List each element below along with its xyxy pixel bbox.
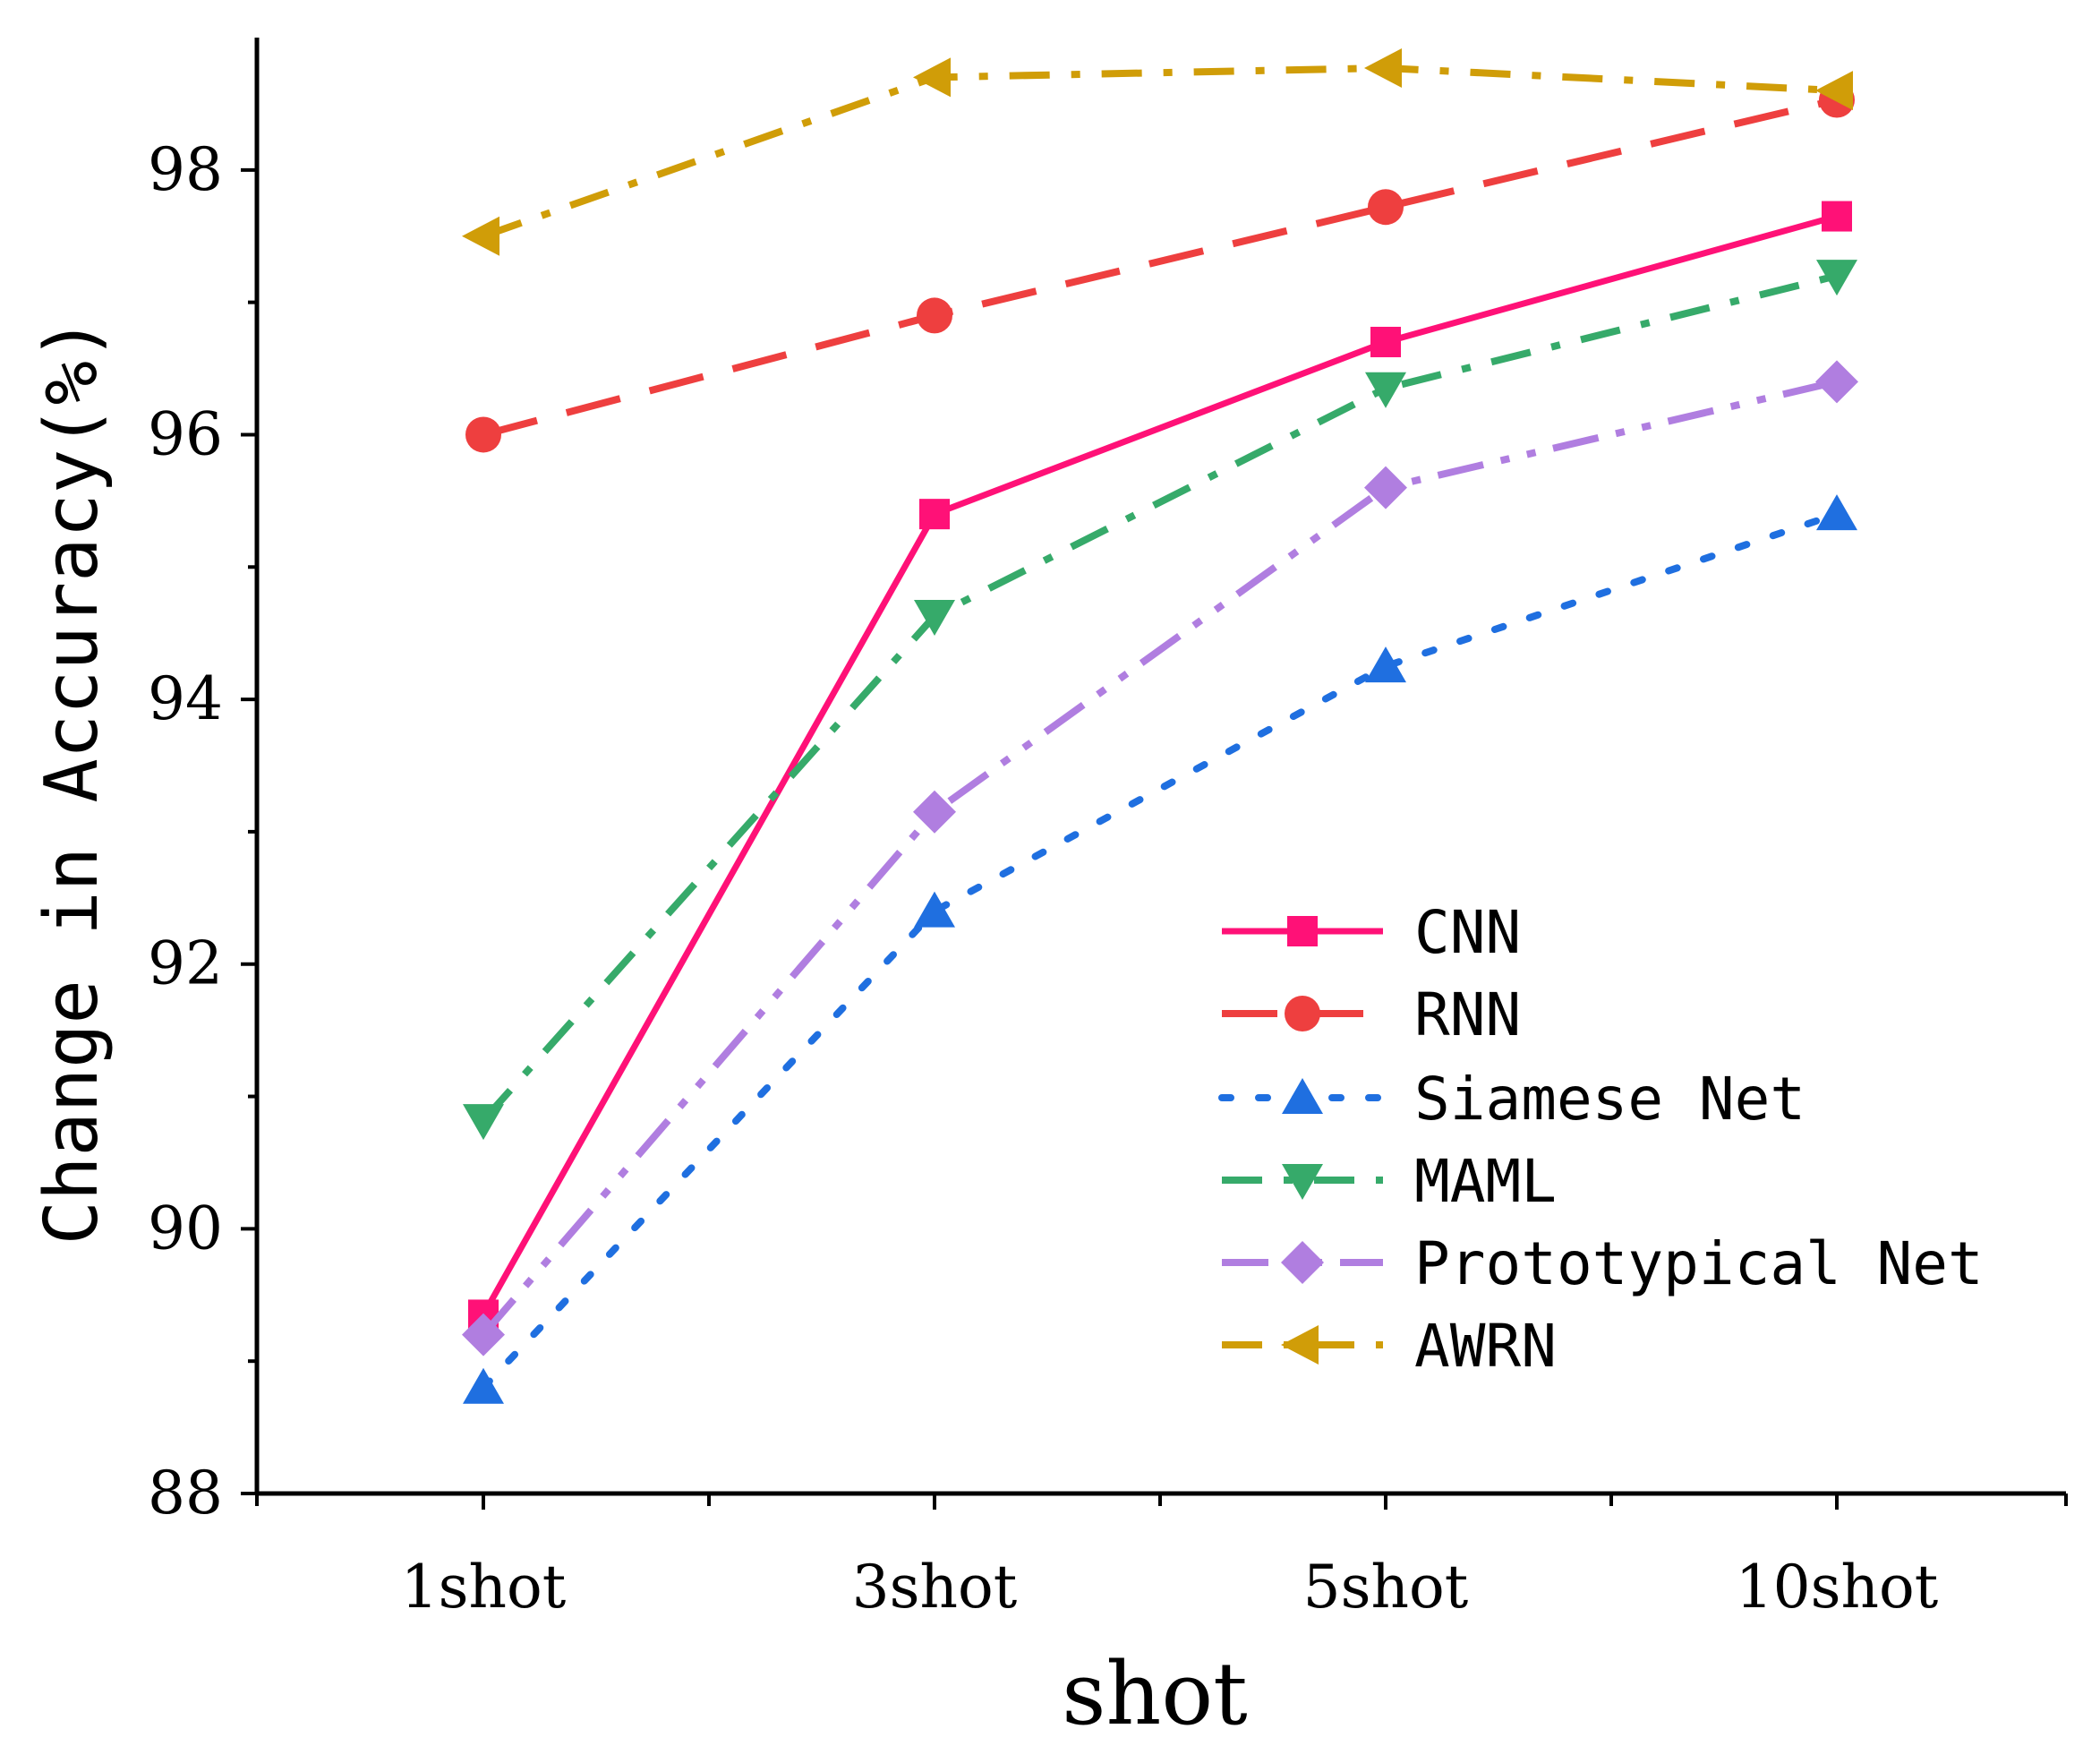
siamese-net-series-line <box>480 510 1840 1391</box>
legend-label-rnn: RNN <box>1414 980 1521 1049</box>
y-tick-label-90: 90 <box>148 1194 223 1262</box>
legend-label-awrn: AWRN <box>1414 1312 1557 1381</box>
y-tick-label-94: 94 <box>148 664 223 733</box>
y-tick-label-88: 88 <box>148 1459 223 1528</box>
siamese-net-point-3shot <box>914 891 955 928</box>
legend-item-siamese-net: Siamese Net <box>1218 1065 1805 1134</box>
prototypical-net-series-line <box>480 378 1838 1338</box>
y-tick-label-92: 92 <box>148 929 223 998</box>
legend-marker-prototypical-net <box>1281 1241 1324 1284</box>
legend-label-cnn: CNN <box>1414 898 1521 967</box>
legend-marker-cnn <box>1287 916 1318 946</box>
legend-item-rnn: RNN <box>1222 980 1521 1049</box>
x-tick-label-5shot: 5shot <box>1303 1553 1469 1622</box>
cnn-point-10shot <box>1822 201 1852 232</box>
maml-series-line <box>481 272 1838 1123</box>
prototypical-net-point-5shot <box>1364 466 1407 509</box>
maml-point-3shot <box>914 599 955 636</box>
awrn-point-10shot <box>1815 71 1853 111</box>
siamese-net-point-10shot <box>1816 494 1857 531</box>
x-axis-title: shot <box>1062 1644 1247 1744</box>
legend-marker-siamese-net <box>1282 1078 1323 1114</box>
rnn-point-3shot <box>917 297 952 334</box>
legend-label-prototypical-net: Prototypical Net <box>1414 1229 1984 1298</box>
cnn-point-3shot <box>919 499 950 530</box>
x-tick-label-10shot: 10shot <box>1736 1553 1939 1622</box>
prototypical-net-point-3shot <box>913 790 956 834</box>
awrn-point-1shot <box>462 216 499 256</box>
siamese-net-point-1shot <box>463 1367 504 1404</box>
rnn-point-1shot <box>465 416 501 453</box>
y-tick-label-96: 96 <box>148 399 223 468</box>
awrn-series-line <box>482 64 1838 240</box>
legend-marker-rnn <box>1285 996 1320 1031</box>
legend-item-maml: MAML <box>1222 1147 1557 1216</box>
y-tick-label-98: 98 <box>148 135 223 204</box>
legend-item-awrn: AWRN <box>1222 1312 1557 1381</box>
rnn-point-5shot <box>1368 189 1404 226</box>
x-tick-label-1shot: 1shot <box>401 1553 567 1622</box>
y-axis-title: Change in Accuracy(%) <box>30 317 115 1245</box>
awrn-point-5shot <box>1364 47 1402 88</box>
rnn-series-line <box>482 96 1838 439</box>
legend-marker-awrn <box>1281 1325 1319 1365</box>
x-tick-label-3shot: 3shot <box>852 1553 1018 1622</box>
cnn-series-line <box>480 213 1838 1317</box>
awrn-point-3shot <box>913 57 951 98</box>
legend-item-prototypical-net: Prototypical Net <box>1222 1229 1984 1298</box>
siamese-net-point-5shot <box>1365 646 1406 683</box>
maml-point-5shot <box>1365 372 1406 408</box>
legend-label-maml: MAML <box>1414 1147 1557 1216</box>
legend-item-cnn: CNN <box>1222 898 1521 967</box>
prototypical-net-point-10shot <box>1815 360 1858 404</box>
prototypical-net-point-1shot <box>462 1313 505 1357</box>
legend-marker-maml <box>1282 1164 1323 1200</box>
legend-label-siamese-net: Siamese Net <box>1414 1065 1805 1134</box>
cnn-point-5shot <box>1370 326 1401 357</box>
maml-point-1shot <box>463 1104 504 1141</box>
maml-point-10shot <box>1816 260 1857 296</box>
